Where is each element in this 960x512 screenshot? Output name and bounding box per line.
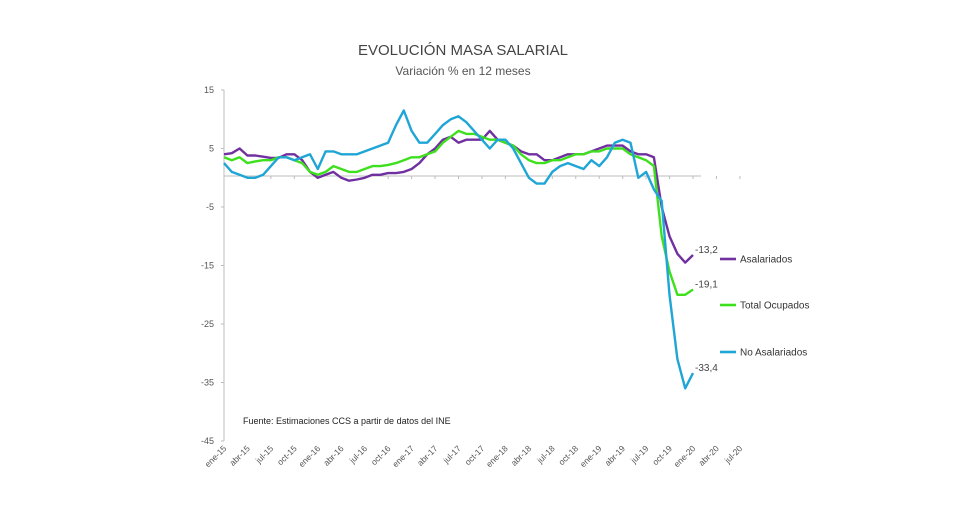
x-tick-label: jul-17 <box>440 443 463 466</box>
x-tick-label: oct-17 <box>463 443 487 467</box>
x-tick-label: abr-20 <box>696 443 721 468</box>
x-tick-label: abr-18 <box>509 443 534 468</box>
chart-subtitle: Variación % en 12 meses <box>395 64 530 78</box>
x-tick-label: oct-15 <box>275 443 299 467</box>
legend-label: No Asalariados <box>740 348 807 359</box>
x-tick-label: ene-20 <box>672 443 698 469</box>
series-line-no-asalariados <box>223 109 695 390</box>
series-line-asalariados <box>223 129 694 264</box>
chart-title: EVOLUCIÓN MASA SALARIAL <box>358 42 568 59</box>
x-tick-label: ene-16 <box>296 443 322 469</box>
x-tick-label: ene-19 <box>578 443 604 469</box>
y-tick-label: -25 <box>201 319 214 329</box>
legend-label: Asalariados <box>740 255 792 266</box>
x-tick-label: abr-16 <box>321 443 346 468</box>
y-tick-label: 5 <box>209 144 214 154</box>
series-lines <box>223 109 695 390</box>
x-tick-label: ene-15 <box>203 443 229 469</box>
x-tick-label: abr-17 <box>415 443 440 468</box>
x-tick-label: ene-18 <box>484 443 510 469</box>
y-tick-label: -45 <box>201 436 214 446</box>
x-tick-label: jul-18 <box>534 443 557 466</box>
y-tick-label: 15 <box>204 85 214 95</box>
legend: Asalariados Total Ocupados No Asalariados <box>720 255 810 359</box>
x-tick-label: abr-19 <box>603 443 628 468</box>
y-axis: 15 5 -5 -15 -25 -35 -45 <box>201 85 225 446</box>
x-tick-label: oct-18 <box>556 443 580 467</box>
x-tick-label: jul-19 <box>628 443 651 466</box>
y-tick-label: -5 <box>206 202 214 212</box>
x-tick-label: jul-16 <box>347 443 370 466</box>
x-tick-label: ene-17 <box>390 443 416 469</box>
x-tick-label: jul-20 <box>722 443 745 466</box>
x-tick-label: oct-16 <box>369 443 393 467</box>
y-tick-label: -15 <box>201 261 214 271</box>
x-tick-label: jul-15 <box>253 443 276 466</box>
end-label: -33,4 <box>695 363 718 374</box>
legend-label: Total Ocupados <box>740 301 810 312</box>
x-tick-label: abr-15 <box>227 443 252 468</box>
y-tick-label: -35 <box>201 378 214 388</box>
end-label: -13,2 <box>695 245 718 256</box>
end-labels: -13,2 -19,1 -33,4 <box>695 245 718 374</box>
end-label: -19,1 <box>695 279 718 290</box>
source-note: Fuente: Estimaciones CCS a partir de dat… <box>243 416 451 426</box>
x-tick-label: oct-19 <box>650 443 674 467</box>
series-line-total-ocupados <box>223 129 694 296</box>
